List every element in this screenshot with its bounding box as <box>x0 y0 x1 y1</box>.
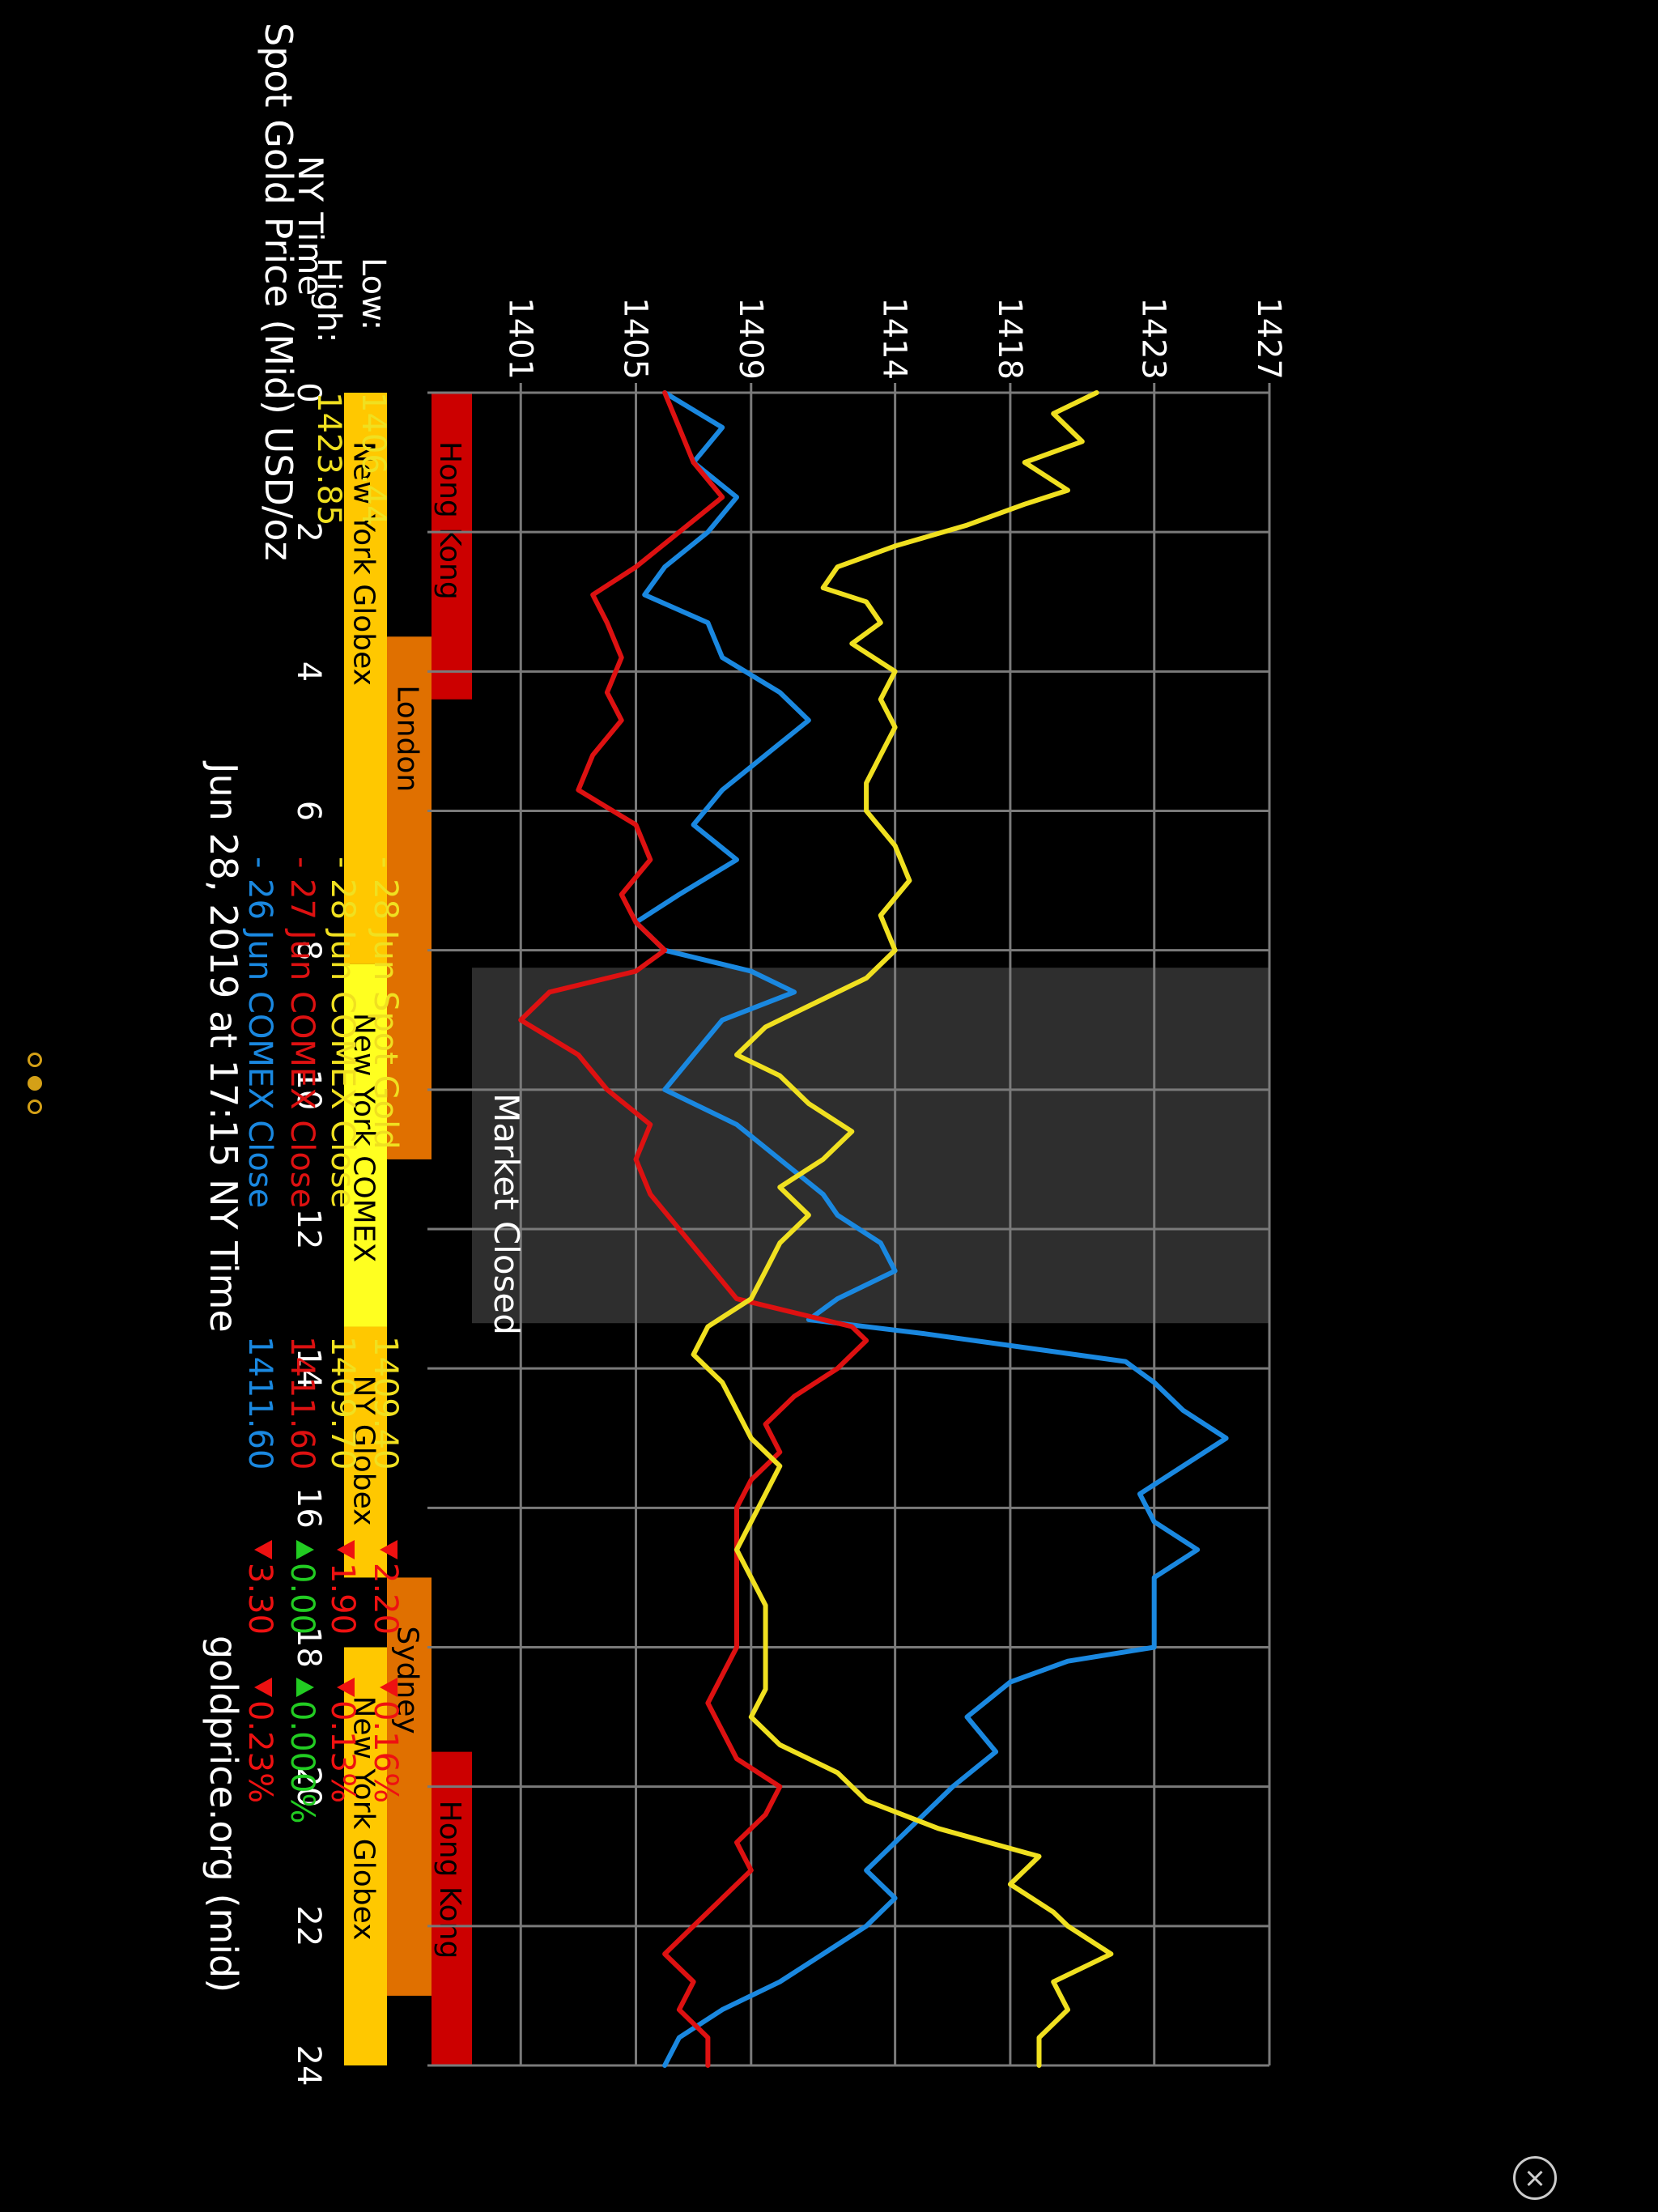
down-arrow-icon <box>254 1678 272 1697</box>
down-arrow-icon <box>254 1540 272 1559</box>
session-bar <box>387 636 432 1159</box>
y-tick-label: 1405 <box>617 297 654 380</box>
x-tick-label: 24 <box>290 2045 327 2087</box>
session-label: New York COMEX <box>347 1013 380 1262</box>
y-tick-label: 1401 <box>501 297 538 380</box>
session-label: New York Globex <box>347 441 380 686</box>
footer-date: Jun 28, 2019 at 17:15 NY Time <box>202 760 245 1333</box>
x-tick-label: 2 <box>290 521 327 542</box>
page-indicator[interactable] <box>28 1053 45 1123</box>
x-tick-label: 8 <box>290 940 327 960</box>
x-tick-label: 12 <box>290 1209 327 1250</box>
high-label: High: <box>310 257 347 342</box>
close-button[interactable] <box>1513 2156 1557 2200</box>
y-tick-label: 1423 <box>1135 297 1172 380</box>
legend: - 26 Jun COMEX Close 1411.60 3.30 0.23% - 27… <box>241 857 404 1824</box>
session-bar <box>432 393 472 700</box>
x-tick-label: 16 <box>290 1487 327 1529</box>
session-bar <box>432 1751 472 2065</box>
legend-change: 0.00 <box>283 1563 321 1635</box>
x-tick-label: 14 <box>290 1348 327 1389</box>
series-line <box>633 390 1229 2068</box>
legend-label: - 28 Jun COMEX Close <box>324 857 361 1208</box>
x-axis-label: NY Time <box>291 155 330 296</box>
x-tick-label: 18 <box>290 1627 327 1668</box>
legend-change: 3.30 <box>241 1563 278 1635</box>
x-tick-label: 10 <box>290 1069 327 1110</box>
session-label: NY Globex <box>347 1376 380 1526</box>
x-tick-label: 4 <box>290 661 327 682</box>
x-tick-label: 6 <box>290 801 327 821</box>
y-tick-label: 1418 <box>991 297 1028 380</box>
y-tick-label: 1409 <box>732 297 769 380</box>
legend-change: 2.20 <box>367 1563 404 1635</box>
page-dot[interactable] <box>28 1053 42 1067</box>
low-label: Low: <box>355 257 392 330</box>
x-tick-label: 0 <box>290 382 327 402</box>
page-dot[interactable] <box>28 1100 42 1114</box>
session-bar <box>344 963 387 1327</box>
down-arrow-icon <box>380 1540 397 1559</box>
x-tick-label: 22 <box>290 1905 327 1946</box>
series-line <box>691 390 1114 2068</box>
series-line <box>518 390 869 2068</box>
y-tick-label: 1427 <box>1250 297 1287 380</box>
session-bar <box>344 1647 387 2065</box>
legend-label: - 28 Jun Spot Gold <box>367 857 404 1150</box>
market-closed-region <box>472 968 1269 1324</box>
legend-label: - 27 Jun COMEX Close <box>283 857 321 1208</box>
down-arrow-icon <box>380 1678 397 1697</box>
session-bar <box>387 1577 432 1996</box>
chart-title: Spot Gold Price (Mid) USD/oz <box>257 23 300 561</box>
legend-change: 1.90 <box>324 1563 361 1635</box>
session-bar <box>344 1326 387 1578</box>
x-tick-label: 20 <box>290 1766 327 1807</box>
session-label: London <box>391 685 424 792</box>
legend-value: 1411.60 <box>283 1336 321 1470</box>
legend-value: 1409.70 <box>324 1336 361 1470</box>
legend-value: 1409.40 <box>367 1336 404 1470</box>
legend-percent: 0.16% <box>367 1700 404 1803</box>
session-label: Hong Kong <box>433 441 466 600</box>
market-closed-label: Market Closed <box>487 1093 526 1335</box>
legend-percent: 0.13% <box>324 1700 361 1803</box>
footer-source: goldprice.org (mid) <box>202 1636 245 1993</box>
page-dot-active[interactable] <box>28 1076 42 1091</box>
legend-percent: 0.000% <box>283 1700 321 1824</box>
up-arrow-icon <box>296 1540 314 1559</box>
high-value: 1423.85 <box>310 392 347 525</box>
session-label: Hong Kong <box>433 1801 466 1959</box>
legend-value: 1411.60 <box>241 1336 278 1470</box>
session-label: New York Globex <box>347 1696 380 1941</box>
low-value: 1406.44 <box>355 392 392 525</box>
down-arrow-icon <box>337 1678 355 1697</box>
legend-label: - 26 Jun COMEX Close <box>241 857 278 1208</box>
up-arrow-icon <box>296 1678 314 1697</box>
session-bar <box>344 393 387 964</box>
y-tick-label: 1414 <box>876 297 913 380</box>
legend-percent: 0.23% <box>241 1700 278 1803</box>
down-arrow-icon <box>337 1540 355 1559</box>
